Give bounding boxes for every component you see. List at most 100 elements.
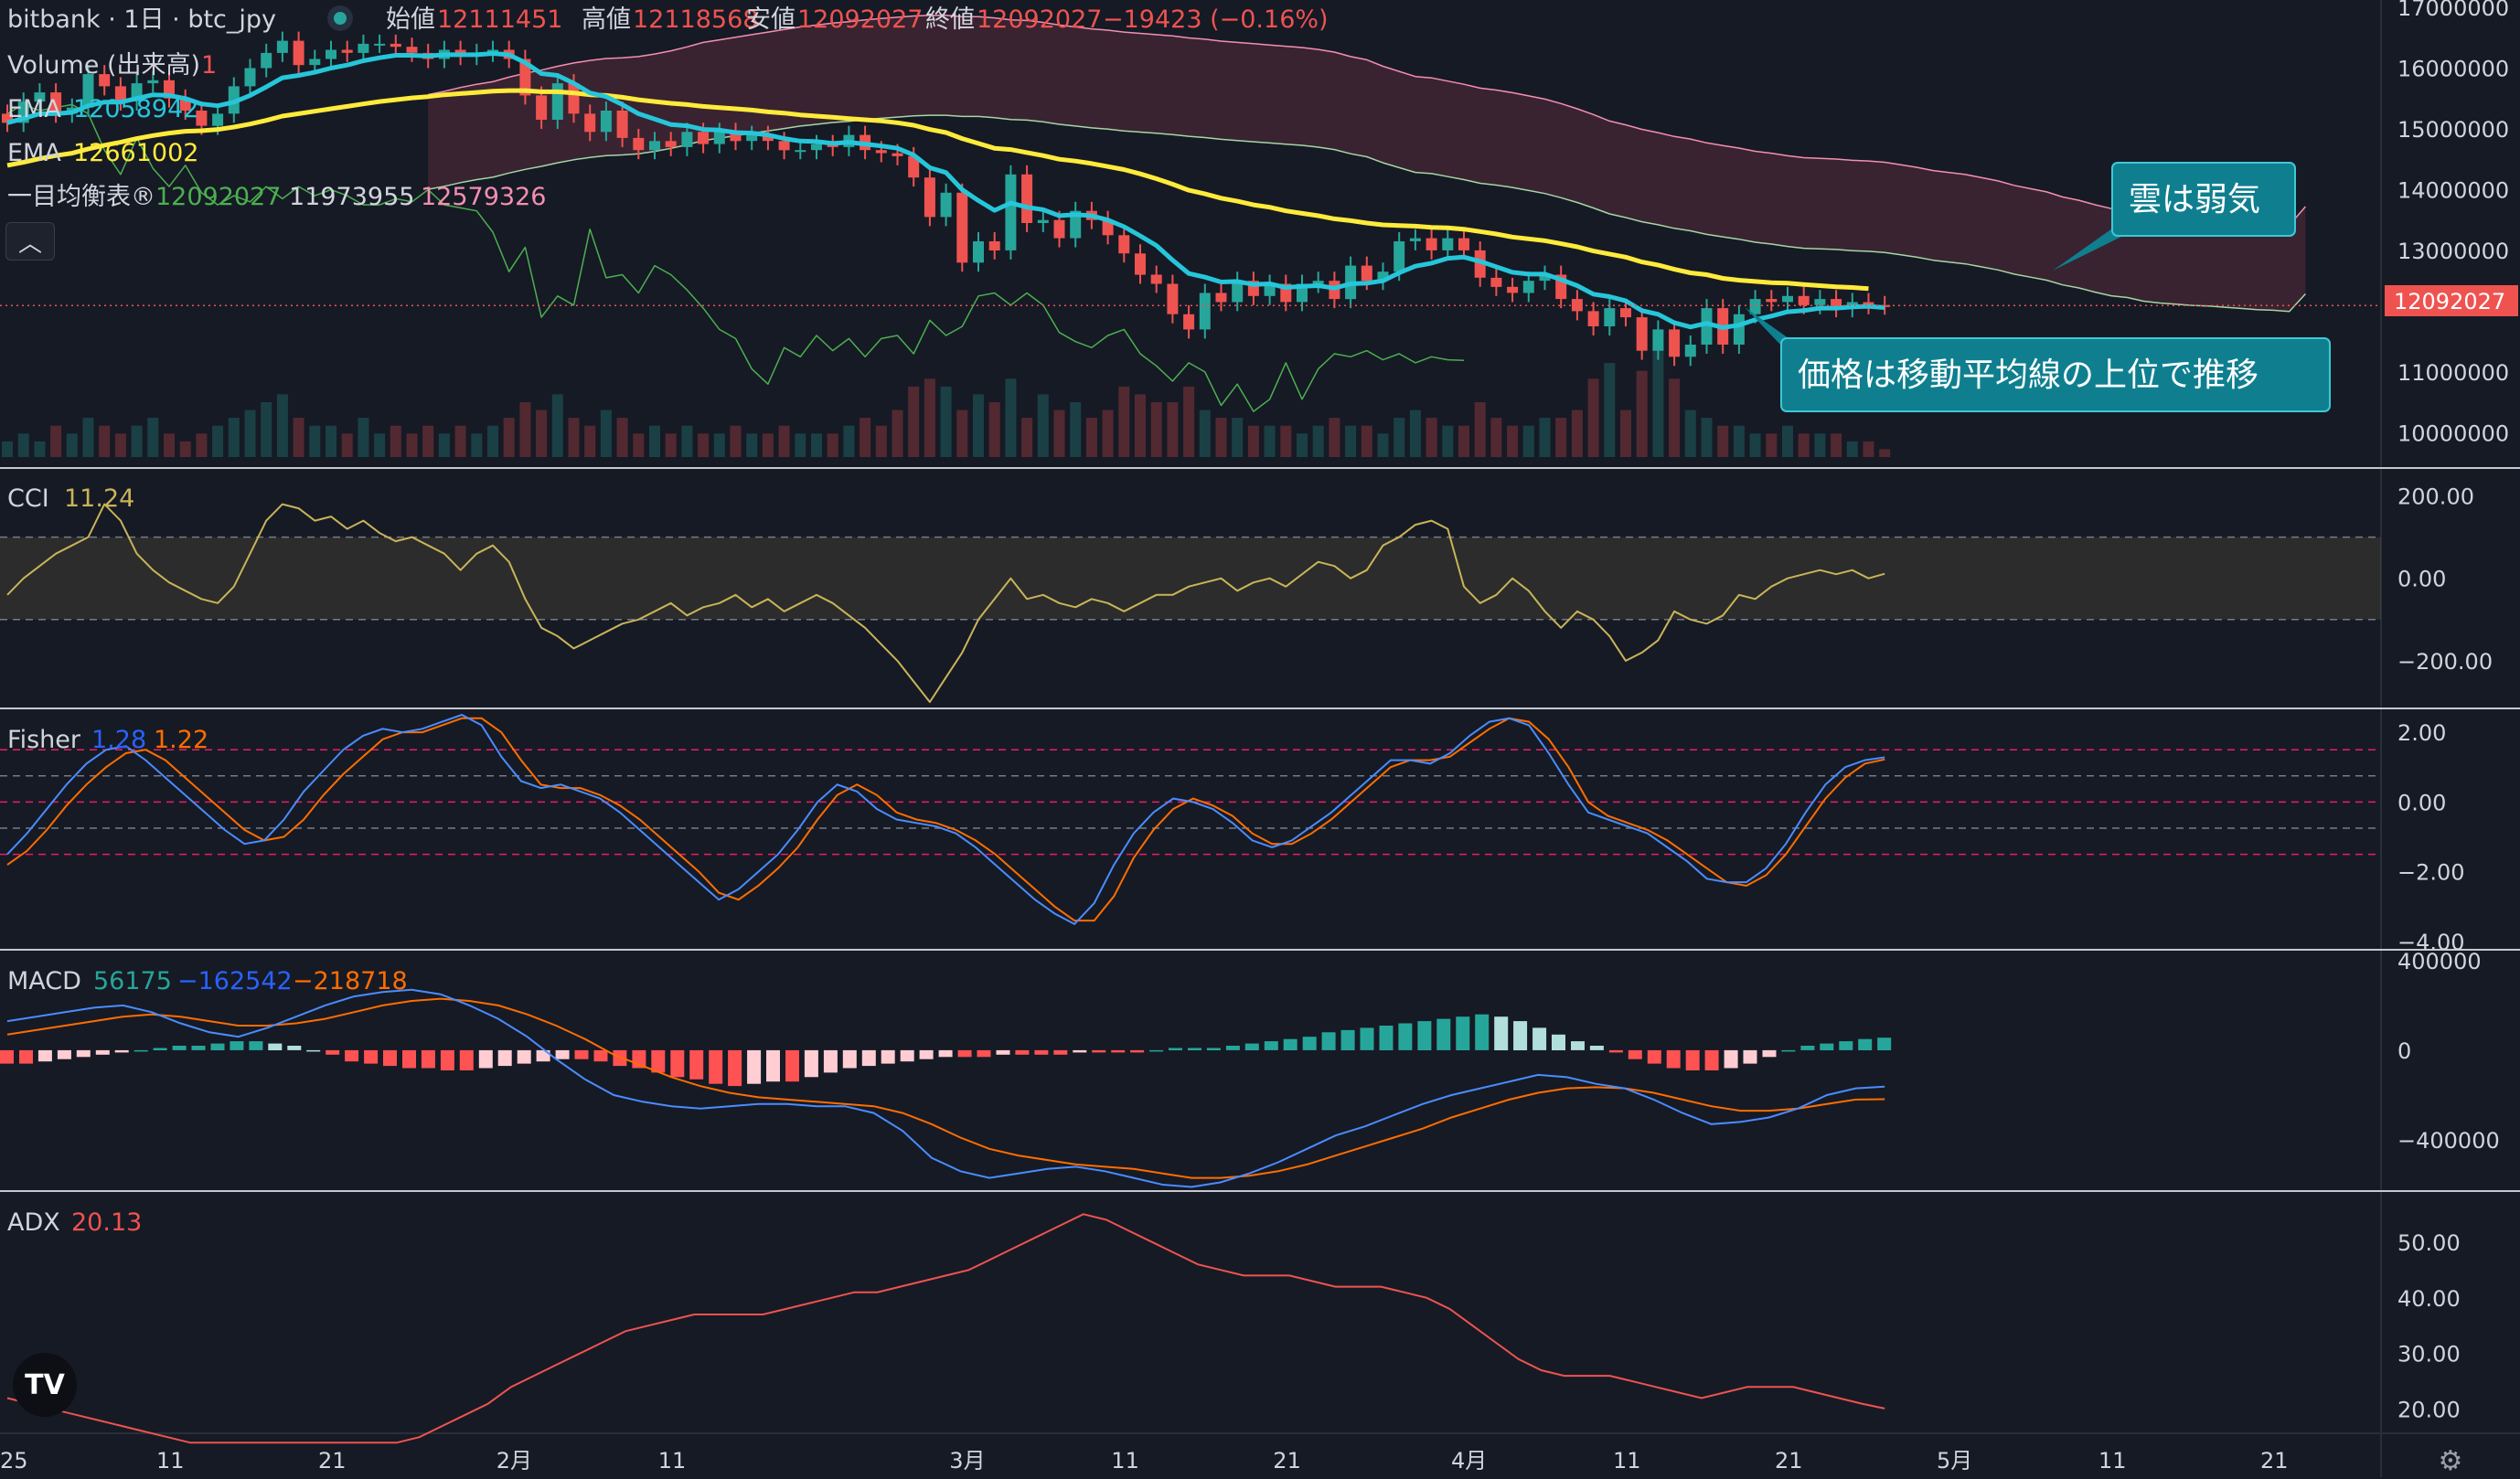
macd-histogram-bar (1800, 1046, 1815, 1050)
candle-body (616, 111, 628, 138)
volume-bar (1522, 425, 1534, 457)
macd-histogram-bar (1456, 1016, 1470, 1050)
macd-histogram-bar (977, 1049, 991, 1058)
volume-bar (228, 418, 240, 457)
ema2-legend-label[interactable]: EMA (7, 139, 61, 167)
macd-histogram-bar (957, 1049, 972, 1058)
volume-bar (924, 378, 935, 457)
macd-histogram-bar (1513, 1021, 1528, 1050)
candle-body (778, 141, 790, 151)
time-tick-label: 11 (2098, 1448, 2127, 1474)
macd-histogram-bar (268, 1043, 283, 1050)
macd-tick-label: 400000 (2397, 949, 2482, 974)
volume-bar (713, 433, 725, 457)
price-pane[interactable]: 17000000 16000000 15000000 14000000 13000000… (0, 0, 2509, 457)
candle-body (1474, 250, 1486, 278)
candle-body (1118, 235, 1130, 254)
volume-bar (212, 425, 224, 457)
volume-bar (1085, 418, 1097, 457)
macd-histogram-bar (1111, 1049, 1126, 1053)
macd-histogram-bar (57, 1049, 71, 1059)
macd-histogram-bar (76, 1049, 91, 1058)
macd-histogram-bar (804, 1049, 818, 1078)
candle-body (1070, 210, 1082, 239)
macd-histogram-bar (613, 1049, 627, 1067)
cci-legend-label[interactable]: CCI (7, 484, 49, 513)
volume-bar (503, 418, 515, 457)
fisher-slow-value: 1.22 (154, 726, 208, 754)
adx-legend-label[interactable]: ADX (7, 1208, 60, 1237)
volume-bar (1831, 433, 1842, 457)
fisher-pane[interactable]: 2.00 0.00 −2.00 −4.00 (0, 713, 2465, 955)
volume-bar (1669, 378, 1681, 457)
annotation-cloud-text: 雲は弱気 (2129, 181, 2260, 218)
volume-bar (276, 394, 288, 457)
volume-bar (940, 386, 952, 457)
candle-body (908, 155, 920, 178)
macd-histogram-bar (881, 1049, 895, 1064)
ichimoku-legend-label[interactable]: 一目均衡表® (7, 183, 155, 211)
macd-histogram-bar (0, 1049, 14, 1064)
volume-bar (1798, 433, 1810, 457)
low-label: 安値 (746, 5, 796, 34)
volume-bar (1571, 410, 1583, 457)
volume-bar (471, 433, 483, 457)
volume-bar (326, 425, 336, 457)
volume-bar (1118, 386, 1130, 457)
cci-tick-label: 0.00 (2397, 567, 2446, 592)
ema1-legend-label[interactable]: EMA (7, 95, 61, 123)
macd-histogram-bar (1244, 1043, 1259, 1050)
candle-body (584, 113, 596, 133)
candle-body (1150, 274, 1162, 284)
annotation-price[interactable]: 価格は移動平均線の上位で推移 (1745, 307, 2331, 412)
candle-body (924, 177, 935, 218)
volume-bar (1215, 418, 1227, 457)
volume-bar (1280, 425, 1292, 457)
volume-legend-label[interactable]: Volume (出来高) (7, 51, 200, 80)
chevron-up-icon[interactable]: ︿ (5, 222, 55, 261)
candle-body (374, 43, 386, 46)
macd-histogram-bar (1188, 1048, 1201, 1050)
adx-pane[interactable]: 50.00 40.00 30.00 20.00 (6, 1213, 2461, 1444)
candle-body (1684, 345, 1696, 357)
candle-body (973, 241, 984, 263)
fisher-fast-value: 1.28 (91, 726, 146, 754)
volume-bar (1070, 402, 1082, 457)
volume-bar (600, 410, 612, 457)
annotation-price-text: 価格は移動平均線の上位で推移 (1798, 356, 2258, 394)
candle-body (1749, 299, 1761, 314)
volume-bar (1150, 402, 1162, 457)
cci-pane[interactable]: 200.00 0.00 −200.00 (0, 484, 2493, 703)
macd-histogram-bar (1015, 1049, 1030, 1055)
annotation-cloud[interactable]: 雲は弱気 (2053, 162, 2296, 271)
time-axis[interactable]: 25 11 21 2月 11 3月 11 21 4月 11 21 5月 11 21 (0, 1448, 2289, 1474)
macd-hist-value: 56175 (93, 967, 172, 995)
volume-bar (2, 441, 13, 457)
candle-body (762, 134, 774, 142)
macd-histogram-bar (747, 1049, 762, 1084)
volume-bar (66, 433, 78, 457)
candle-body (1782, 295, 1793, 303)
macd-histogram-bar (383, 1049, 397, 1067)
candle-body (244, 68, 256, 87)
volume-bar (778, 425, 790, 457)
macd-histogram-bar (728, 1049, 742, 1087)
macd-legend-label[interactable]: MACD (7, 967, 81, 995)
macd-tick-label: −400000 (2397, 1128, 2500, 1154)
fisher-tick-label: 0.00 (2397, 790, 2446, 815)
macd-histogram-bar (670, 1049, 685, 1078)
candle-body (1863, 302, 1874, 305)
macd-pane[interactable]: 400000 0 −400000 (0, 949, 2500, 1188)
volume-bar (1037, 394, 1049, 457)
candle-body (341, 49, 353, 53)
tradingview-logo[interactable]: TV (13, 1353, 77, 1417)
macd-histogram-bar (1092, 1049, 1106, 1053)
volume-bar (82, 418, 94, 457)
ichimoku-value-2: 11973955 (289, 183, 414, 211)
gear-icon[interactable]: ⚙ (2438, 1444, 2463, 1477)
candle-body (730, 132, 742, 142)
open-label: 始値 (386, 5, 435, 34)
volume-bar (17, 433, 29, 457)
fisher-legend-label[interactable]: Fisher (7, 726, 81, 754)
